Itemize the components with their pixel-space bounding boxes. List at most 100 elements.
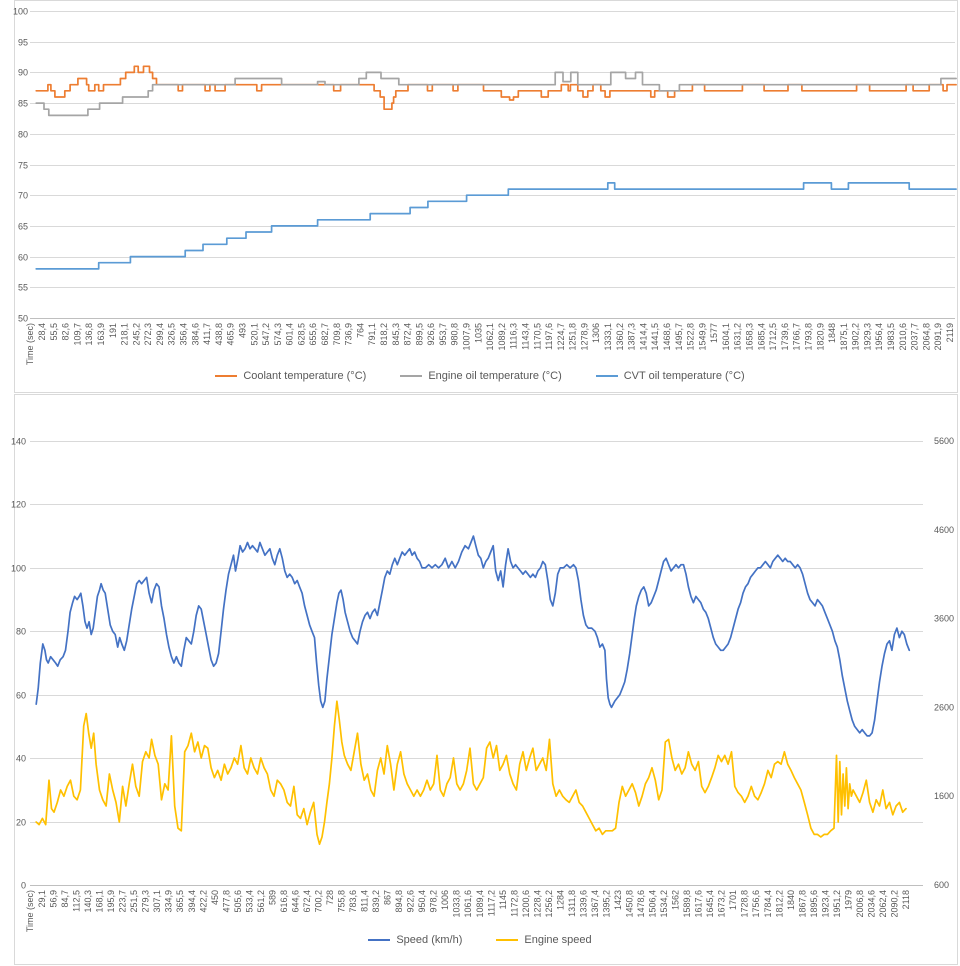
engine-speed-legend-label: Engine speed [524,934,592,946]
x-tick-label: 1339,6 [578,890,588,918]
y-tick-label: 55 [18,283,28,293]
legend-item-coolant[interactable]: Coolant temperature (°C) [215,370,366,382]
y-tick-label-secondary: 2600 [934,702,954,712]
x-tick-label: 533,4 [244,890,254,913]
x-tick-label: 1441,5 [650,323,660,351]
x-tick-label: 493 [237,323,247,338]
y-axis-right-labels: 600 1600 2600 3600 4600 5600 [934,436,954,890]
x-tick-label: 384,6 [190,323,200,346]
x-axis-title: Time (sec) [25,323,35,365]
x-tick-label: 1360,2 [615,323,625,351]
x-tick-label: 926,6 [426,323,436,346]
x-tick-label: 1197,6 [544,323,554,350]
x-tick-label: 764 [355,323,365,338]
x-tick-label: 1145 [498,890,508,909]
x-tick-label: 1812,2 [774,890,784,918]
y-tick-label: 40 [16,754,26,764]
chart-border [14,0,958,393]
gridlines [30,11,955,319]
x-tick-label: 616,8 [279,890,289,913]
x-tick-label: 251,5 [129,890,139,913]
x-tick-label: 82,6 [61,323,71,341]
legend-item-engine-speed[interactable]: Engine speed [496,934,592,946]
x-tick-label: 84,7 [60,890,70,908]
x-tick-label: 163,9 [96,323,106,346]
y-tick-label: 140 [11,437,26,447]
y-axis-left-labels: 50 55 60 65 70 75 80 85 90 95 100 [13,7,28,324]
engine-oil-legend-swatch [400,375,423,377]
chart-border [14,394,958,965]
x-tick-label: 682,7 [320,323,330,346]
x-tick-label: 438,8 [214,323,224,346]
x-tick-label: 1172,8 [509,890,519,917]
x-tick-label: 1278,9 [579,323,589,351]
y-tick-label: 65 [18,222,28,232]
speed-legend-swatch [368,939,391,941]
x-tick-label: 28,4 [37,323,47,341]
x-tick-label: 326,5 [167,323,177,346]
x-tick-label: 505,6 [233,890,243,913]
x-tick-label: 1423 [613,890,623,910]
x-tick-label: 1793,8 [803,323,813,351]
x-tick-label: 1739,6 [780,323,790,351]
x-tick-label: 168,1 [95,890,105,913]
x-tick-label: 1089,2 [497,323,507,351]
x-tick-label: 520,1 [249,323,259,346]
x-tick-label: 1728,8 [740,890,750,918]
y-tick-label: 80 [18,130,28,140]
x-tick-label: 1311,8 [567,890,577,917]
x-tick-label: 1983,5 [886,323,896,351]
y-tick-label: 60 [16,691,26,701]
x-tick-label: 195,9 [106,890,116,913]
x-tick-label: 1701 [728,890,738,910]
legend-item-engine-oil[interactable]: Engine oil temperature (°C) [400,370,562,382]
x-tick-label: 1035 [473,323,483,343]
x-tick-label: 1143,4 [520,323,530,350]
x-tick-label: 1631,2 [733,323,743,351]
y-tick-label-secondary: 4600 [934,525,954,535]
speed-line [35,535,911,737]
x-tick-label: 655,6 [308,323,318,346]
x-tick-label: 644,6 [290,890,300,913]
legend-item-speed[interactable]: Speed (km/h) [368,934,462,946]
y-tick-label: 100 [11,564,26,574]
y-tick-label-secondary: 5600 [934,436,954,446]
x-tick-label: 109,7 [72,323,82,346]
x-tick-label: 1395,2 [601,890,611,918]
x-axis-labels: Time (sec) 28,4 55,5 82,6 109,7 136,8 163,9 191… [25,323,955,365]
x-tick-label: 1534,2 [659,890,669,918]
engine-oil-line [35,71,957,117]
x-tick-label: 736,9 [344,323,354,346]
x-tick-label: 1756,6 [751,890,761,918]
x-tick-label: 140,3 [83,890,93,913]
x-tick-label: 1506,4 [648,890,658,918]
x-tick-label: 845,3 [391,323,401,346]
x-tick-label: 1979 [843,890,853,910]
x-tick-label: 672,4 [302,890,312,913]
x-tick-label: 411,7 [202,323,212,345]
x-tick-label: 950,4 [417,890,427,913]
x-tick-label: 1589,8 [682,890,692,918]
x-tick-label: 422,2 [198,890,208,913]
x-tick-label: 1766,7 [792,323,802,351]
x-tick-label: 628,5 [296,323,306,346]
x-tick-label: 953,7 [438,323,448,346]
cvt-oil-legend-label: CVT oil temperature (°C) [623,370,745,382]
y-tick-label: 70 [18,191,28,201]
x-tick-label: 1951,2 [832,890,842,918]
x-tick-label: 1712,5 [768,323,778,351]
x-tick-label: 29,1 [37,890,47,908]
legend-item-cvt-oil[interactable]: CVT oil temperature (°C) [595,370,745,382]
y-tick-label: 90 [18,68,28,78]
temperature-chart-legend: Coolant temperature (°C) Engine oil tempe… [0,370,960,382]
temperature-chart-plot: 50 55 60 65 70 75 80 85 90 95 100 Time (sec) 28,4 55,… [13,0,958,393]
x-tick-label: 978,2 [429,890,439,913]
coolant-legend-swatch [215,375,238,377]
y-tick-label: 60 [18,253,28,263]
x-tick-label: 223,7 [118,890,128,913]
x-tick-label: 700,2 [313,890,323,913]
x-tick-label: 1228,4 [532,890,542,918]
x-tick-label: 1284 [555,890,565,910]
x-tick-label: 1224,7 [556,323,566,351]
